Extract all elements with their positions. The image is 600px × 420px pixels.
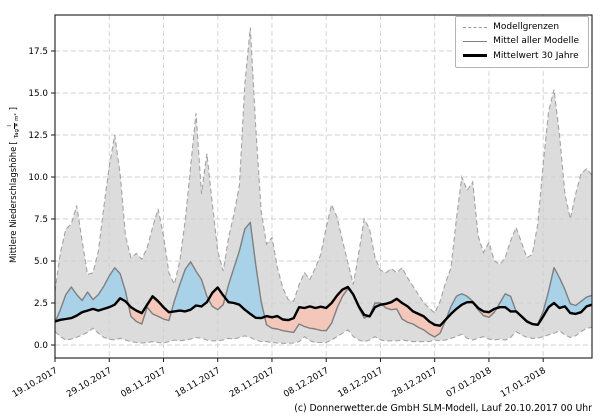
- below-normal-area: [474, 304, 497, 318]
- dashed-line-key-icon: [463, 26, 488, 28]
- below-normal-area: [382, 298, 447, 337]
- copyright-footer: (c) Donnerwetter.de GmbH SLM-Modell, Lau…: [294, 403, 592, 414]
- x-tick-label: 18.11.2017: [174, 366, 223, 400]
- model-envelope-area: [55, 27, 592, 344]
- x-tick-label: 17.01.2018: [499, 366, 548, 400]
- y-tick-label: 7.5: [34, 215, 48, 225]
- mittelwert-30-jahre-line: [54, 285, 593, 327]
- x-tick-label: 07.01.2018: [445, 366, 494, 400]
- y-tick-label: 17.5: [28, 47, 48, 57]
- y-tick-label: 12.5: [28, 131, 48, 141]
- y-tick-label: 5.0: [34, 257, 48, 267]
- legend-item-modellgrenzen: Modellgrenzen: [463, 22, 579, 32]
- legend-label: Mittel aller Modelle: [493, 36, 579, 47]
- x-tick-label: 08.11.2017: [119, 366, 168, 400]
- legend-label: Mittelwert 30 Jahre: [493, 50, 579, 61]
- above-normal-area: [446, 293, 475, 320]
- above-normal-area: [225, 222, 265, 319]
- plot-border: [54, 14, 593, 359]
- x-tick-label: 08.12.2017: [282, 366, 331, 400]
- mittel-aller-modelle-line: [54, 221, 593, 338]
- model-lower-bound-line: [54, 326, 593, 344]
- above-normal-area: [171, 261, 209, 312]
- x-tick-label: 18.12.2017: [336, 366, 385, 400]
- x-tick-label: 19.10.2017: [11, 366, 60, 400]
- y-tick-label: 2.5: [34, 299, 48, 309]
- legend-label: Modellgrenzen: [493, 22, 560, 32]
- y-tick-label: 0.0: [34, 341, 48, 351]
- y-tick-label: 15.0: [28, 89, 48, 99]
- legend-item-mittel-aller-modelle: Mittel aller Modelle: [463, 36, 579, 46]
- above-normal-area: [55, 267, 129, 322]
- y-tick-label: 10.0: [28, 173, 48, 183]
- x-tick-label: 29.10.2017: [65, 366, 114, 400]
- thick-line-key-icon: [463, 54, 488, 58]
- solid-line-key-icon: [463, 41, 488, 43]
- x-tick-label: 28.11.2017: [228, 366, 277, 400]
- x-tick-label: 28.12.2017: [391, 366, 440, 400]
- below-normal-area: [264, 287, 369, 333]
- model-upper-bound-line: [54, 27, 593, 315]
- legend-item-mittelwert-30-jahre: Mittelwert 30 Jahre: [463, 51, 579, 61]
- gridlines: [54, 15, 592, 358]
- legend: Modellgrenzen Mittel aller Modelle Mitte…: [455, 16, 589, 69]
